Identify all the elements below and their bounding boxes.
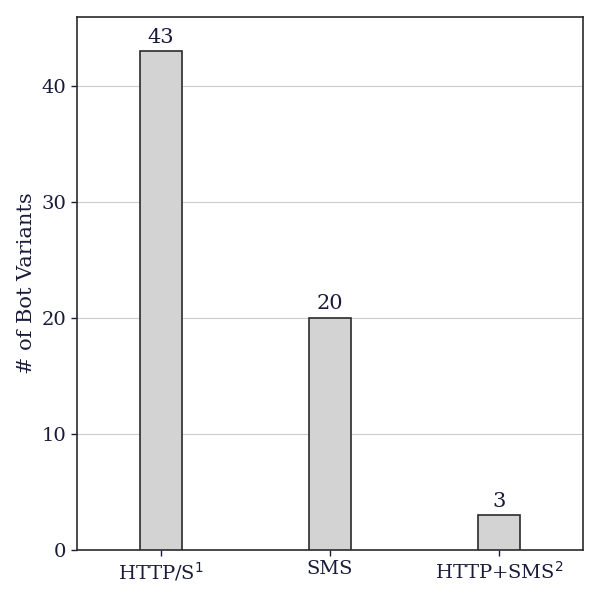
Bar — [140, 52, 182, 550]
Text: 43: 43 — [148, 28, 174, 47]
Bar — [309, 318, 351, 550]
Text: 3: 3 — [492, 491, 506, 511]
Bar — [478, 515, 520, 550]
Y-axis label: # of Bot Variants: # of Bot Variants — [17, 193, 35, 374]
Text: 20: 20 — [317, 295, 343, 313]
